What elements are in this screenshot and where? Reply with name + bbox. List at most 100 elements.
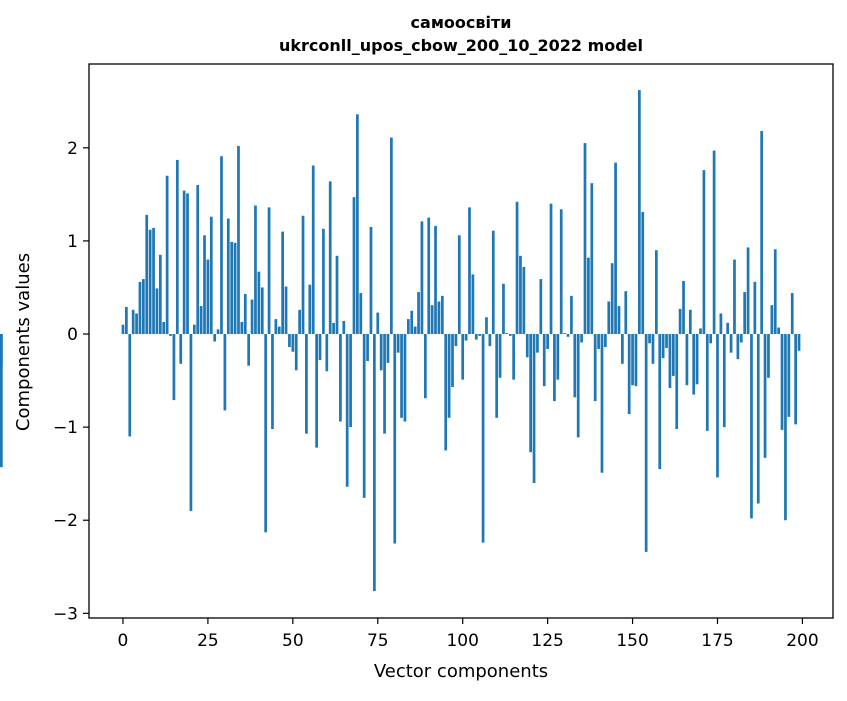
bar-component-115 [512,334,516,380]
bar-component-156 [651,334,655,364]
bar-component-15 [172,334,176,401]
bar-component-9 [152,227,155,335]
bar-component-116 [515,201,519,335]
bar-component-150 [631,334,634,386]
bar-component-92 [434,226,437,335]
bar-component-158 [658,334,662,470]
bar-component-117 [519,255,522,335]
x-tick-label: 100 [446,631,478,651]
bar-component-136 [583,143,587,335]
bar-component-178 [726,322,730,335]
bar-component-37 [247,334,251,366]
bar-component-188 [760,131,764,335]
bar-component-79 [390,137,393,335]
bar-component-49 [288,334,291,348]
bar-component-109 [491,230,495,335]
bar-component-43 [267,207,271,335]
bar-component-167 [688,309,692,335]
bar-component-82 [400,334,403,418]
x-tick-label: 200 [786,631,818,651]
bar-component-180 [733,259,736,335]
x-tick-label: 150 [616,631,648,651]
bar-component-142 [604,334,607,348]
bar-component-100 [461,334,465,380]
bar-component-21 [192,324,196,335]
bar-component-36 [243,293,247,335]
bar-component-86 [413,326,417,335]
bar-component-129 [559,209,563,335]
bar-component-24 [203,235,206,335]
bar-component-63 [335,255,339,335]
bar-component-4 [135,313,138,335]
bars-group [0,90,801,591]
bar-component-174 [712,150,716,335]
bar-component-60 [325,334,329,372]
bar-component-73 [369,226,373,335]
bar-component-59 [322,228,325,335]
bar-component-78 [386,334,390,363]
bar-component-177 [722,334,726,428]
bar-component-50 [291,334,295,352]
bar-component-33 [233,242,237,335]
bar-component-34 [237,145,240,335]
bar-component-10 [155,288,159,335]
bar-component-64 [339,334,342,422]
bar-component-17 [179,334,183,364]
bar-component-183 [743,292,747,335]
bar-component-195 [784,334,787,521]
bar-component-194 [780,334,784,430]
bar-component-154 [644,334,648,552]
x-tick-label: 75 [367,631,389,651]
bar-component-88 [420,221,424,335]
x-tick-label: 125 [531,631,563,651]
bar-component-68 [352,197,356,335]
bar-component-13 [165,175,169,335]
bar-component-31 [226,218,230,335]
bar-component-111 [498,334,502,378]
bar-component-159 [661,334,665,359]
bar-component-14 [169,334,172,336]
bar-component-133 [573,334,577,398]
bar-component-110 [495,334,499,418]
bar-component-101 [464,334,468,341]
x-tick-label: 0 [118,631,129,651]
bar-component-30 [223,334,227,411]
bar-component-123 [539,279,543,335]
bar-component-23 [199,306,203,335]
bar-component-67 [349,334,352,428]
chart-subtitle: ukrconll_upos_cbow_200_10_2022 model [279,36,643,55]
bar-component-102 [468,207,471,335]
plot-frame [88,63,834,619]
bar-component-134 [576,334,580,438]
bar-component-89 [423,334,427,399]
bar-component-127 [553,334,556,402]
bar-component-122 [536,334,539,353]
bar-component-11 [158,254,162,335]
bar-component-169 [695,334,699,385]
bar-component-149 [627,334,631,415]
bar-component-163 [675,334,679,429]
bar-component-112 [502,283,505,335]
bar-component-176 [719,313,723,335]
bar-component-69 [356,114,359,335]
bar-component-130 [563,333,566,335]
bar-component-104 [474,334,478,340]
bar-component-114 [508,334,512,336]
bar-component-20 [189,334,193,511]
bar-component-undefined [0,334,3,468]
bar-component-6 [142,279,145,335]
bar-component-75 [376,312,380,335]
bar-component-193 [777,327,780,335]
bar-component-0 [121,324,125,335]
bar-component-168 [692,334,696,395]
y-tick-label: 2 [67,139,78,159]
y-axis: −3 −2 −1 0 1 2 [53,139,89,624]
bar-component-199 [797,334,801,351]
bar-component-84 [406,319,410,335]
bar-component-182 [739,334,743,343]
bar-component-198 [794,334,797,425]
bar-component-184 [746,247,750,335]
bar-component-35 [240,321,244,335]
